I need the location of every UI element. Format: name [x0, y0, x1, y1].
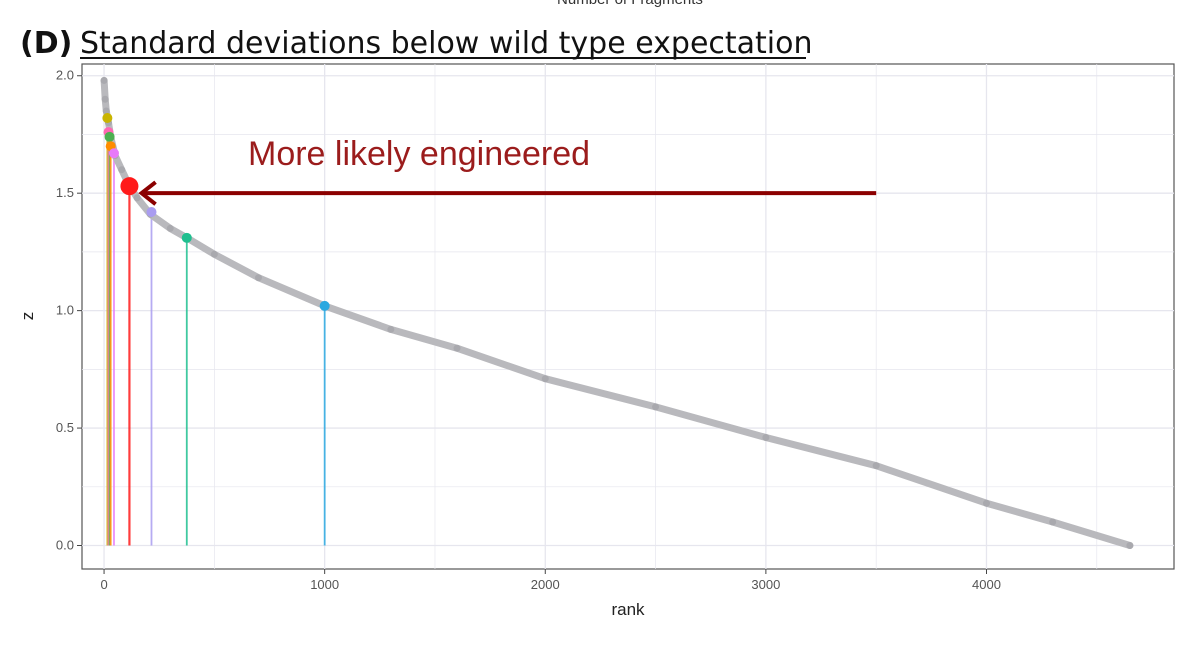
- y-tick-label: 1.5: [56, 185, 74, 200]
- y-axis-title: z: [18, 312, 37, 321]
- highlight-point-emphasis: [120, 177, 139, 196]
- cropped-top-label: Number of Fragments: [557, 0, 703, 8]
- annotation-text: More likely engineered: [248, 135, 590, 173]
- curve-point: [100, 76, 108, 84]
- highlight-point: [104, 131, 115, 142]
- curve-point: [453, 344, 461, 352]
- y-tick-label: 0.0: [56, 538, 74, 553]
- highlight-points: [102, 113, 330, 311]
- curve-point: [982, 499, 990, 507]
- y-axis-ticks: 0.0 0.5 1.0 1.5 2.0: [56, 68, 82, 553]
- y-tick-label: 1.0: [56, 303, 74, 318]
- curve-point: [101, 95, 109, 103]
- highlight-point: [319, 300, 330, 311]
- curve-point: [166, 224, 174, 232]
- curve-point: [872, 462, 880, 470]
- x-tick-label: 0: [100, 577, 107, 592]
- x-tick-label: 1000: [310, 577, 339, 592]
- curve-point: [118, 166, 126, 174]
- curve-point: [254, 274, 262, 282]
- x-tick-label: 2000: [531, 577, 560, 592]
- annotation-arrow-head: [138, 180, 157, 206]
- curve-point: [210, 250, 218, 258]
- plot-panel: [81, 63, 1175, 570]
- y-tick-label: 0.5: [56, 420, 74, 435]
- curve-point: [1049, 518, 1057, 526]
- highlight-point: [102, 113, 113, 124]
- chart-title: Standard deviations below wild type expe…: [80, 26, 813, 61]
- curve-point: [133, 194, 141, 202]
- x-tick-label: 4000: [972, 577, 1001, 592]
- x-tick-label: 3000: [751, 577, 780, 592]
- curve-point: [387, 325, 395, 333]
- annotation: More likely engineered: [138, 135, 877, 206]
- curve-point: [102, 107, 110, 115]
- panel-letter: (D): [20, 26, 72, 61]
- x-axis-ticks: 0 1000 2000 3000 4000: [100, 569, 1001, 592]
- x-axis-title: rank: [611, 600, 645, 619]
- highlight-stems: [106, 118, 326, 546]
- highlight-point: [146, 206, 157, 217]
- curve-point: [541, 375, 549, 383]
- curve-point: [762, 433, 770, 441]
- curve-point: [1126, 542, 1134, 550]
- curve-point: [652, 403, 660, 411]
- y-tick-label: 2.0: [56, 68, 74, 83]
- highlight-point: [108, 148, 119, 159]
- highlight-point: [181, 232, 192, 243]
